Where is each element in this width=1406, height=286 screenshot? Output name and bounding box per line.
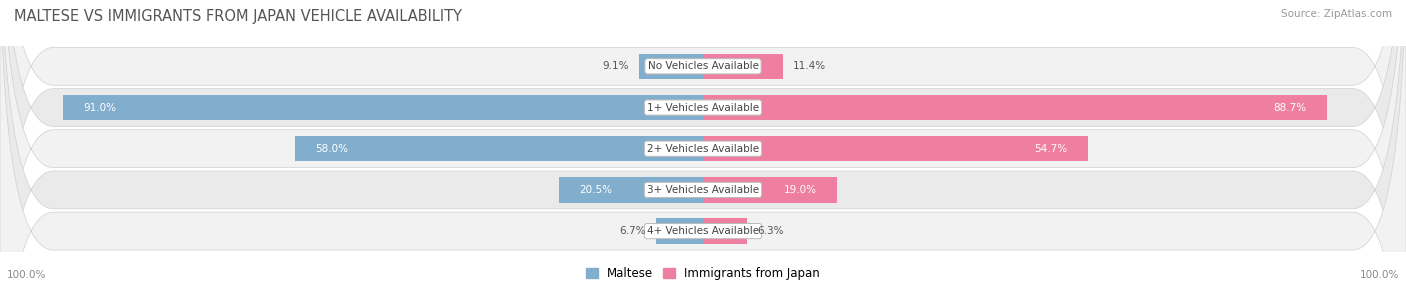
- Bar: [703, 218, 748, 244]
- Text: 100.0%: 100.0%: [7, 270, 46, 279]
- Text: 6.3%: 6.3%: [758, 226, 783, 236]
- Text: 4+ Vehicles Available: 4+ Vehicles Available: [647, 226, 759, 236]
- Bar: [63, 95, 703, 120]
- Text: 100.0%: 100.0%: [1360, 270, 1399, 279]
- Legend: Maltese, Immigrants from Japan: Maltese, Immigrants from Japan: [586, 267, 820, 280]
- Bar: [703, 53, 783, 79]
- Text: No Vehicles Available: No Vehicles Available: [648, 61, 758, 71]
- Text: 91.0%: 91.0%: [83, 103, 117, 112]
- Bar: [295, 136, 703, 162]
- Bar: [655, 218, 703, 244]
- Text: 9.1%: 9.1%: [603, 61, 628, 71]
- Text: Source: ZipAtlas.com: Source: ZipAtlas.com: [1281, 9, 1392, 19]
- Text: 88.7%: 88.7%: [1274, 103, 1306, 112]
- Text: 11.4%: 11.4%: [793, 61, 827, 71]
- Text: 54.7%: 54.7%: [1035, 144, 1067, 154]
- Bar: [703, 136, 1088, 162]
- Text: 1+ Vehicles Available: 1+ Vehicles Available: [647, 103, 759, 112]
- Bar: [640, 53, 703, 79]
- Bar: [703, 177, 837, 203]
- Text: 2+ Vehicles Available: 2+ Vehicles Available: [647, 144, 759, 154]
- Text: 58.0%: 58.0%: [315, 144, 349, 154]
- Text: MALTESE VS IMMIGRANTS FROM JAPAN VEHICLE AVAILABILITY: MALTESE VS IMMIGRANTS FROM JAPAN VEHICLE…: [14, 9, 463, 23]
- Bar: [703, 95, 1327, 120]
- Text: 20.5%: 20.5%: [579, 185, 612, 195]
- Text: 6.7%: 6.7%: [620, 226, 645, 236]
- Text: 3+ Vehicles Available: 3+ Vehicles Available: [647, 185, 759, 195]
- Text: 19.0%: 19.0%: [783, 185, 817, 195]
- Bar: [560, 177, 703, 203]
